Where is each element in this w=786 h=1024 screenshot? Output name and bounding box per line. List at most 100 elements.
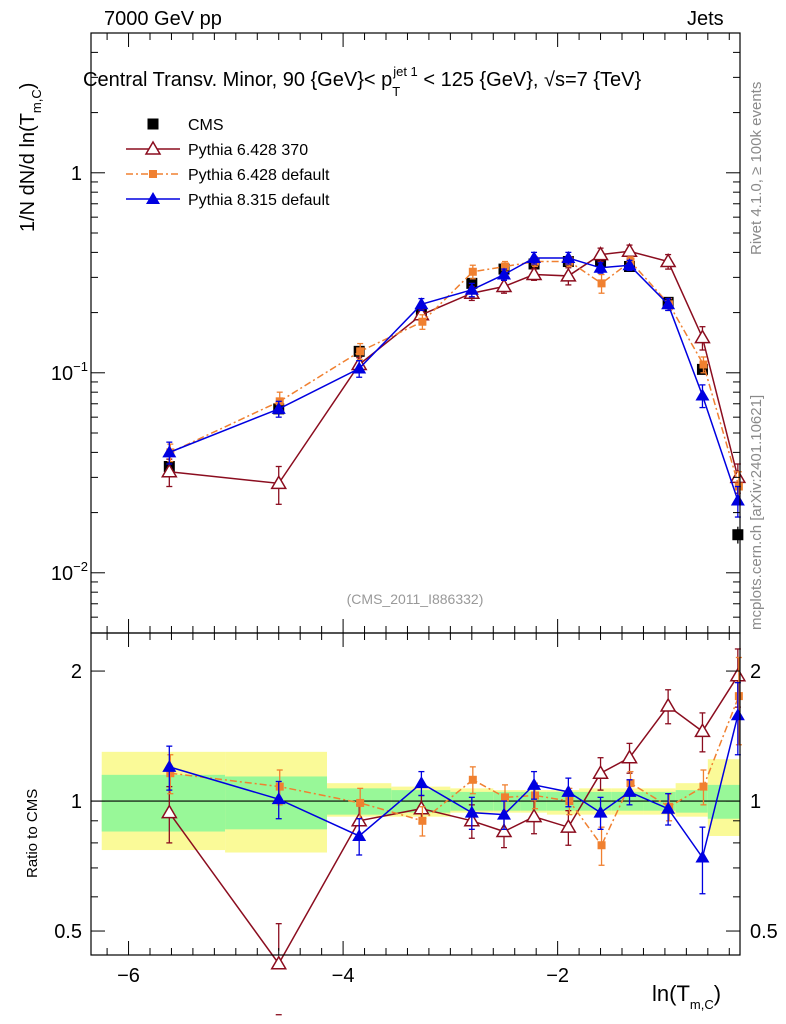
ratio-point-p6_370 (592, 764, 609, 779)
ratio-point-p8_default (352, 828, 367, 841)
ratio-point-p6_370 (525, 808, 543, 823)
data-point-p8_default (661, 297, 676, 310)
data-point-p8_default (527, 250, 542, 263)
data-point-p6_default (418, 317, 427, 326)
ratio-y-tick-label: 2 (71, 661, 82, 683)
data-point-p6_370 (560, 267, 577, 282)
ratio-point-p6_370 (621, 749, 638, 764)
x-axis-label: ln(Tm,C) (652, 981, 721, 1012)
data-point-p6_370 (694, 329, 711, 344)
legend-label-p8_default: Pythia 8.315 default (188, 192, 330, 209)
header-process-label: Jets (687, 8, 724, 30)
ratio-point-p6_370 (270, 955, 288, 970)
legend-label-p6_370: Pythia 6.428 370 (188, 142, 308, 159)
y-tick-label: 10−1 (51, 359, 88, 385)
data-point-p8_default (162, 445, 177, 458)
data-point-p6_370 (495, 278, 513, 293)
data-point-p8_default (414, 297, 429, 310)
data-point-cms (732, 529, 744, 541)
ratio-point-p8_default (162, 759, 177, 772)
ratio-y-tick-label-right: 2 (750, 661, 761, 683)
ratio-point-p6_370 (161, 804, 178, 819)
ratio-point-p6_default (166, 769, 175, 778)
legend-label-cms: CMS (188, 117, 224, 134)
ratio-y-tick-label: 0.5 (54, 921, 82, 943)
y-axis-label-main: 1/N dN/d ln(Tm,C) (17, 83, 44, 232)
data-point-p8_default (730, 493, 745, 506)
data-point-p8_default (561, 250, 576, 263)
data-point-p8_default (497, 267, 511, 280)
data-point-p8_default (464, 282, 479, 295)
ratio-point-p6_default (418, 816, 427, 825)
legend-marker-p8_default (146, 192, 160, 204)
legend-marker-p6_default (149, 170, 157, 178)
legend: CMS Pythia 6.428 370 Pythia 6.428 default P… (126, 117, 330, 209)
ratio-point-p6_370 (659, 697, 677, 712)
rivet-version-label: Rivet 4.1.0, ≥ 100k events (748, 81, 765, 255)
ratio-point-p8_default (593, 805, 608, 818)
ratio-panel-axes: −6 −4 −2 2 2 1 1 0.5 0.5 (54, 633, 778, 987)
ratio-point-p6_default (699, 782, 708, 791)
data-point-p6_default (699, 360, 708, 369)
data-point-p8_default (352, 361, 367, 374)
ratio-panel-frame (90, 632, 741, 956)
ratio-point-p6_370 (560, 818, 577, 833)
ratio-point-p6_default (626, 779, 635, 788)
y-axis-label-ratio: Ratio to CMS (24, 789, 41, 878)
ratio-point-p6_default (356, 798, 365, 807)
data-point-cms (696, 363, 708, 375)
series-line-p8_default (169, 257, 739, 501)
ratio-point-p8_default (730, 708, 745, 721)
legend-marker-p6_370 (144, 140, 162, 155)
x-tick-label: −2 (546, 965, 569, 987)
legend-marker-cms (147, 118, 159, 130)
ratio-point-p8_default (271, 792, 286, 805)
data-point-p6_370 (592, 246, 609, 261)
ratio-point-p6_default (531, 791, 540, 800)
data-point-p6_370 (161, 463, 178, 478)
ratio-point-p8_default (464, 805, 479, 818)
data-point-p8_default (622, 258, 637, 271)
data-point-p6_default (501, 262, 509, 271)
main-panel-series (161, 242, 747, 544)
main-panel-axes: 1 10−1 10−2 (51, 32, 740, 634)
x-tick-label: −6 (117, 965, 140, 987)
data-point-p6_default (597, 279, 606, 288)
x-tick-label: −4 (332, 965, 355, 987)
ratio-point-p6_default (501, 793, 509, 802)
data-point-p6_370 (621, 242, 638, 258)
ratio-point-p6_default (565, 797, 574, 806)
ratio-point-p6_370 (694, 722, 711, 738)
ratio-point-p8_default (661, 801, 676, 814)
data-point-p6_default (356, 347, 365, 356)
data-point-p6_370 (270, 474, 288, 490)
ratio-point-p6_default (468, 775, 477, 784)
ratio-point-p8_default (527, 777, 542, 790)
data-point-p6_370 (525, 266, 543, 281)
header-energy-label: 7000 GeV pp (104, 8, 222, 30)
ratio-point-p6_default (734, 692, 743, 701)
data-point-p8_default (695, 388, 710, 401)
ratio-point-p8_default (695, 850, 710, 863)
ratio-point-p6_default (275, 782, 284, 791)
mcplots-reference-label: mcplots.cern.ch [arXiv:2401.10621] (748, 394, 765, 630)
plot-title: Central Transv. Minor, 90 {GeV}< pTjet 1… (83, 64, 641, 99)
ratio-point-p8_default (414, 776, 429, 789)
analysis-watermark: (CMS_2011_I886332) (347, 591, 484, 607)
ratio-band-inner (101, 774, 226, 832)
ratio-point-p6_370 (729, 667, 747, 682)
data-point-p6_370 (659, 253, 677, 268)
ratio-y-tick-label-right: 0.5 (750, 921, 778, 943)
ratio-y-tick-label-right: 1 (750, 791, 761, 813)
ratio-y-tick-label: 1 (71, 791, 82, 813)
data-point-p6_default (468, 267, 477, 276)
ratio-point-p8_default (622, 784, 637, 797)
ratio-panel-series (161, 648, 747, 1016)
ratio-point-p8_default (561, 784, 576, 797)
ratio-point-p6_default (597, 841, 606, 850)
y-tick-label: 10−2 (51, 559, 88, 585)
y-tick-label: 1 (71, 163, 82, 185)
data-point-p8_default (593, 260, 608, 273)
ratio-point-p6_370 (413, 800, 430, 815)
